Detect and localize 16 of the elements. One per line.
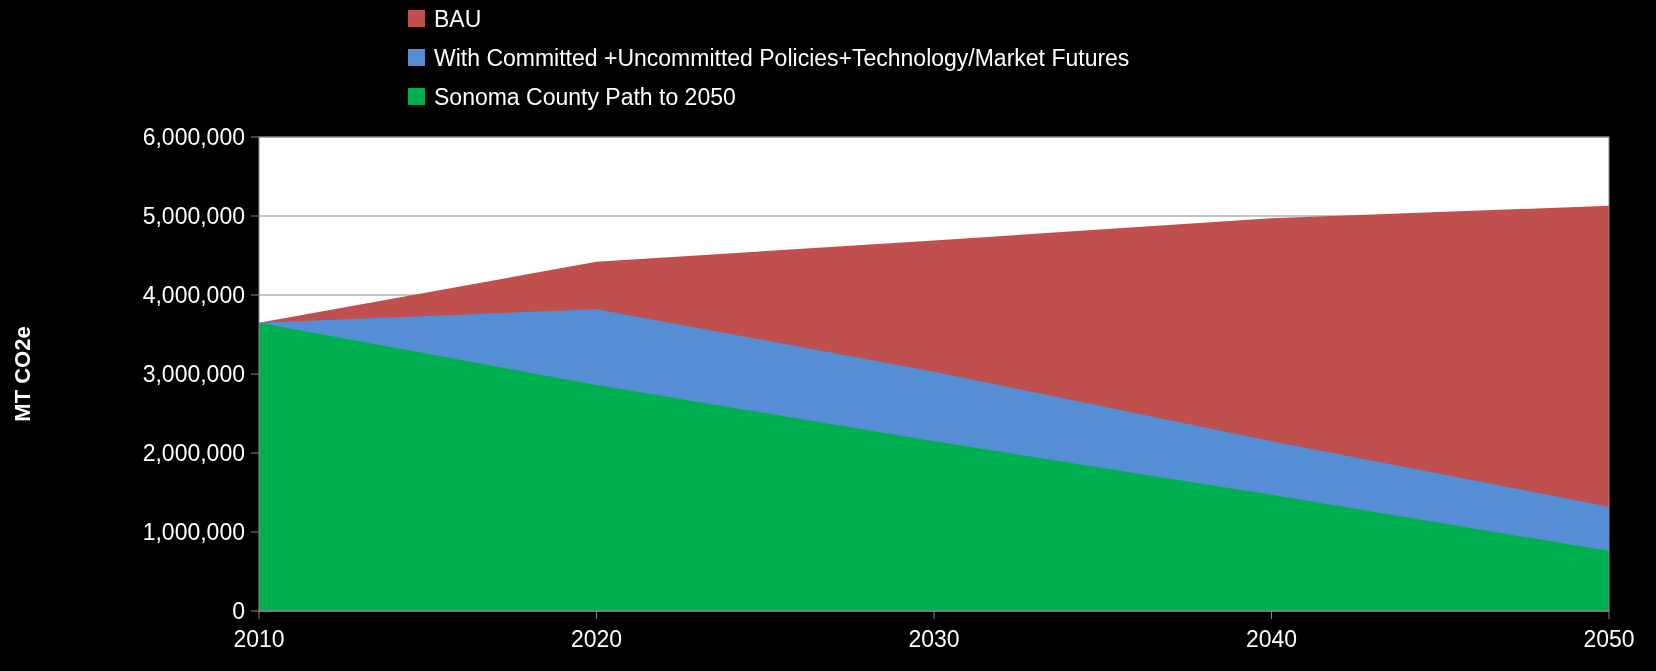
- x-tick-label: 2010: [233, 626, 285, 652]
- x-tick-label: 2020: [570, 626, 623, 652]
- y-tick-label: 1,000,000: [142, 519, 245, 546]
- y-tick-label: 3,000,000: [142, 361, 245, 388]
- x-tick-label: 2030: [908, 626, 960, 652]
- x-tick-label: 2050: [1583, 626, 1635, 652]
- y-axis-title: MT CO2e: [10, 326, 35, 422]
- y-tick-label: 4,000,000: [142, 282, 245, 309]
- x-tick-label: 2040: [1245, 626, 1298, 652]
- legend-label: Sonoma County Path to 2050: [434, 84, 736, 111]
- y-tick-label: 6,000,000: [142, 124, 245, 151]
- legend-label: With Committed +Uncommitted Policies+Technology/Market Futures: [434, 45, 1130, 72]
- y-tick-label: 5,000,000: [142, 203, 245, 230]
- y-tick-label: 2,000,000: [142, 440, 245, 467]
- legend-label: BAU: [434, 6, 482, 33]
- y-tick-label: 0: [232, 598, 245, 625]
